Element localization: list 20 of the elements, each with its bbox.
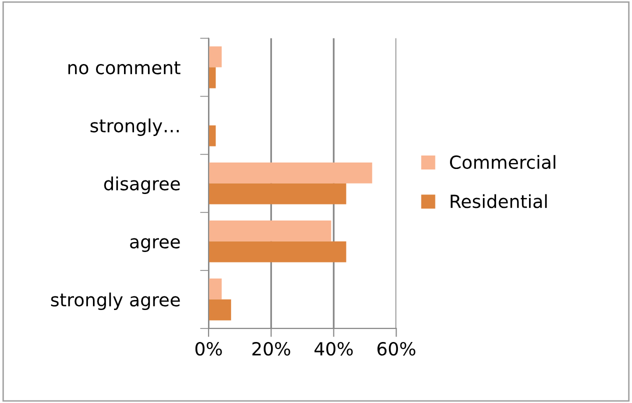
bar xyxy=(208,241,346,262)
bar xyxy=(208,46,222,68)
bar xyxy=(208,183,346,204)
y-tick-label: no comment xyxy=(68,61,180,74)
bar xyxy=(208,67,216,88)
x-tick-label: 0% xyxy=(195,342,222,356)
legend-label: Residential xyxy=(450,194,547,208)
bar xyxy=(208,299,232,320)
bar xyxy=(208,162,372,184)
bar xyxy=(208,278,222,300)
legend-label: Commercial xyxy=(450,155,556,170)
y-tick-label: agree xyxy=(130,238,180,252)
x-tick-label: 20% xyxy=(252,342,290,356)
x-tick-label: 40% xyxy=(314,342,353,356)
bar xyxy=(208,125,216,146)
bar xyxy=(208,220,332,242)
y-tick-label: strongly… xyxy=(90,118,179,136)
y-tick-label: disagree xyxy=(104,176,180,194)
x-tick-label: 60% xyxy=(377,342,416,356)
y-tick-label: strongly agree xyxy=(51,292,180,310)
